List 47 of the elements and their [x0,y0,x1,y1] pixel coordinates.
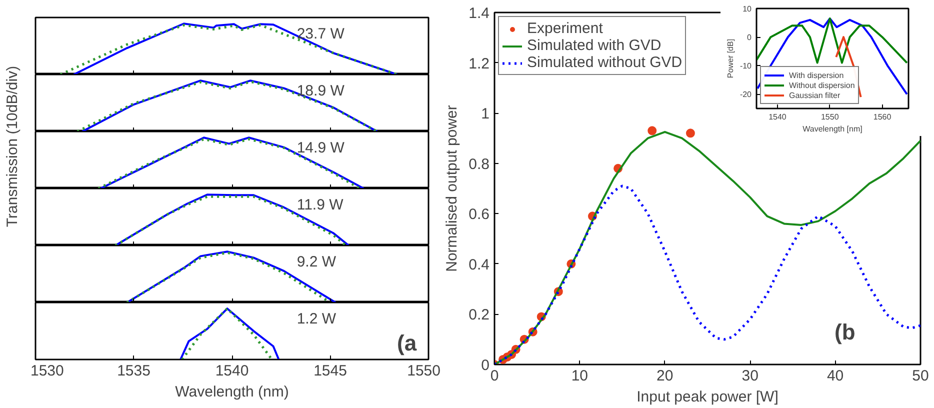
point [648,126,657,136]
annotation: 23.7 W [296,26,346,42]
x-tick-label: 1530 [30,362,64,380]
annotation: (a [397,330,418,356]
y-tick-label: 1.4 [468,5,490,22]
x-tick-label: 50 [912,368,929,384]
y-tick-label: 0.2 [468,306,490,324]
x-tick-label: 40 [826,368,844,384]
x-tick-label: 1540 [215,362,249,380]
y-tick-label: -10 [740,62,752,71]
y-tick-label: 0.4 [468,256,490,274]
x-axis-title: Input peak power [W] [636,388,778,406]
x-tick-label: 1545 [314,362,347,380]
annotation: 14.9 W [296,140,346,156]
x-axis-title: Wavelength (nm) [175,384,289,400]
legend-label: Experiment [527,20,603,37]
annotation: 18.9 W [296,82,346,100]
x-axis-title: Wavelength [nm] [802,124,862,134]
y-axis-title: Transmission (10dB/div) [4,66,21,228]
x-tick-label: 1550 [820,112,840,122]
legend-label: Without dispersion [789,80,855,90]
x-tick-label: 20 [656,368,674,384]
y-tick-label: -20 [740,90,752,100]
y-axis-title: Normalised output power [444,105,461,272]
annotation: 1.2 W [296,310,337,328]
point [686,128,695,138]
x-tick-label: 1560 [873,112,892,122]
x-tick-label: 30 [742,368,758,384]
y-axis-title: Power [dB] [726,38,735,78]
legend-label: Gaussian filter [789,90,840,100]
annotation: 11.9 W [296,196,344,214]
x-tick-label: 10 [571,368,588,384]
x-tick-label: 1550 [407,362,441,380]
annotation: 9.2 W [296,254,337,270]
legend-label: Simulated with GVD [527,37,662,54]
y-tick-label: 0.8 [468,156,490,173]
legend-label: Simulated without GVD [527,54,682,71]
legend-label: With dispersion [789,70,844,80]
y-tick-label: 0.6 [468,206,490,224]
y-tick-label: 10 [742,4,752,14]
y-tick-label: 0 [747,33,752,42]
line-series [756,18,908,64]
x-tick-label: 1535 [117,362,150,380]
annotation: (b [834,320,856,344]
y-tick-label: 1.2 [468,55,490,72]
x-tick-label: 1540 [768,112,787,122]
y-tick-label: 1 [481,106,490,123]
